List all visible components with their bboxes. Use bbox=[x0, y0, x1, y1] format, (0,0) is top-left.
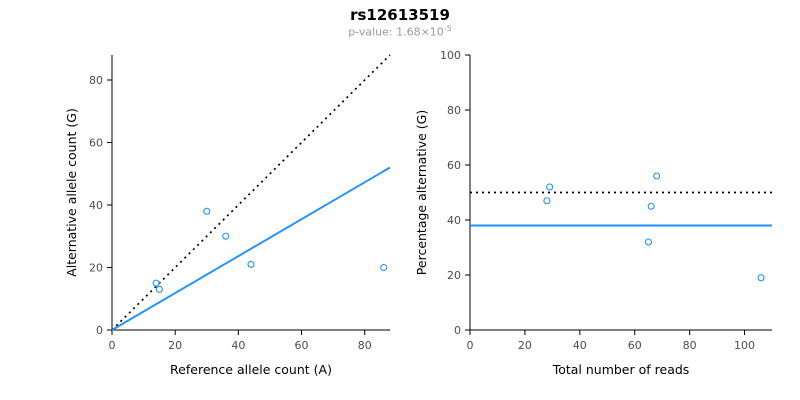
x-axis-tick-label: 60 bbox=[295, 339, 309, 352]
data-point bbox=[757, 274, 765, 282]
x-axis-tick-label: 20 bbox=[518, 339, 532, 352]
x-axis-tick-label: 100 bbox=[734, 339, 755, 352]
y-axis-tick-label: 60 bbox=[447, 159, 461, 172]
data-point bbox=[155, 285, 163, 293]
fit-line bbox=[111, 166, 391, 331]
y-axis-tick-label: 20 bbox=[447, 269, 461, 282]
y-axis-title: Alternative allele count (G) bbox=[64, 108, 79, 277]
x-axis-tick-label: 60 bbox=[628, 339, 642, 352]
x-axis-title: Reference allele count (A) bbox=[170, 362, 332, 377]
data-point bbox=[152, 279, 160, 287]
pvalue-label: p-value: 1.68×10 bbox=[348, 25, 444, 39]
y-axis-tick-label: 0 bbox=[454, 324, 461, 337]
x-axis-tick-label: 0 bbox=[109, 339, 116, 352]
plot-header: rs12613519 p-value: 1.68×10-5 bbox=[0, 6, 800, 40]
plot-subtitle: p-value: 1.68×10-5 bbox=[0, 24, 800, 40]
x-axis-tick-label: 20 bbox=[168, 339, 182, 352]
identity-line bbox=[111, 54, 391, 331]
left-scatter-chart-allele-counts: 0 20 40 60 80 0 20 40 60 80 Reference allele count… bbox=[64, 54, 391, 377]
data-point bbox=[647, 202, 655, 210]
y-axis-tick-label: 40 bbox=[89, 199, 103, 212]
data-point bbox=[644, 238, 653, 246]
x-axis-tick-label: 40 bbox=[231, 339, 245, 352]
data-point bbox=[653, 172, 661, 180]
x-axis-tick-label: 80 bbox=[358, 339, 372, 352]
x-axis-tick-label: 0 bbox=[467, 339, 474, 352]
y-axis-tick-label: 100 bbox=[440, 49, 461, 62]
data-point bbox=[203, 207, 211, 215]
y-axis-tick-label: 60 bbox=[89, 137, 103, 150]
pvalue-exponent: -5 bbox=[443, 24, 452, 33]
y-axis-tick-label: 20 bbox=[89, 262, 103, 275]
plot-title: rs12613519 bbox=[350, 6, 450, 24]
data-point bbox=[247, 260, 255, 268]
y-axis-tick-label: 80 bbox=[89, 74, 103, 87]
data-point bbox=[546, 183, 554, 191]
right-scatter-chart-percentage-vs-reads: 0 20 40 60 80 100 0 20 40 60 80 100 Total number of … bbox=[414, 49, 772, 377]
y-axis-title: Percentage alternative (G) bbox=[414, 110, 429, 275]
y-axis-tick-label: 0 bbox=[96, 324, 103, 337]
y-axis-tick-label: 40 bbox=[447, 214, 461, 227]
data-point bbox=[380, 263, 388, 272]
data-point bbox=[543, 197, 551, 205]
y-axis-tick-label: 80 bbox=[447, 104, 461, 117]
x-axis-title: Total number of reads bbox=[552, 362, 690, 377]
x-axis-tick-label: 40 bbox=[573, 339, 587, 352]
x-axis-tick-label: 80 bbox=[683, 339, 697, 352]
data-point bbox=[222, 232, 230, 240]
